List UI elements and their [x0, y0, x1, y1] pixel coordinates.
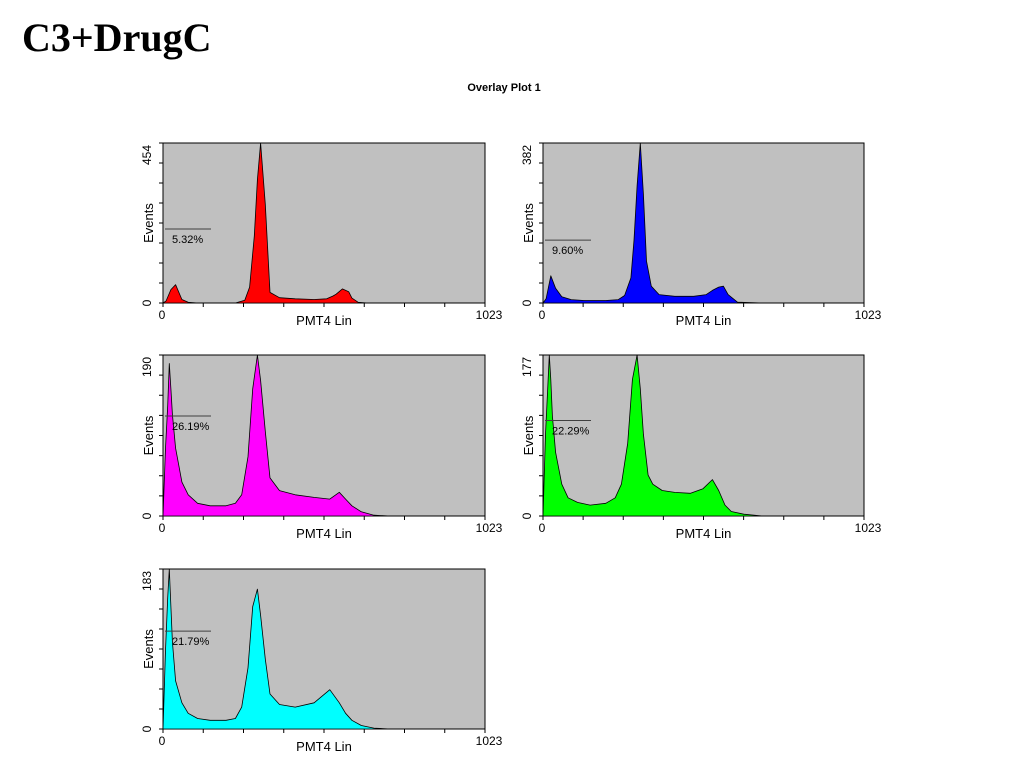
histogram-area	[162, 354, 486, 517]
y-axis-label: Events	[141, 203, 156, 243]
y-tick-label-min: 0	[140, 725, 154, 732]
x-tick-label-max: 1023	[855, 308, 882, 322]
plot-area	[162, 142, 486, 304]
x-tick-label-max: 1023	[855, 521, 882, 535]
x-axis-label: PMT4 Lin	[296, 739, 352, 754]
y-tick-label-min: 0	[140, 299, 154, 306]
x-axis-label: PMT4 Lin	[676, 526, 732, 541]
x-tick-label-min: 0	[159, 734, 166, 748]
x-axis-label: PMT4 Lin	[676, 313, 732, 328]
histogram-panel-5	[159, 568, 486, 733]
y-axis-label: Events	[521, 415, 536, 455]
y-axis-label: Events	[521, 203, 536, 243]
histogram-area	[542, 354, 865, 517]
x-tick-label-min: 0	[159, 308, 166, 322]
y-tick-label-max: 382	[520, 145, 534, 165]
histogram-panel-1	[159, 142, 486, 307]
y-axis-label: Events	[141, 415, 156, 455]
gate-percentage: 26.19%	[172, 421, 210, 433]
x-tick-label-max: 1023	[476, 308, 503, 322]
gate-percentage: 22.29%	[552, 425, 590, 437]
y-tick-label-max: 190	[140, 357, 154, 377]
plot-area	[542, 142, 865, 304]
y-tick-label-min: 0	[520, 299, 534, 306]
histogram-panel-3	[159, 354, 486, 520]
histogram-panel-2	[539, 142, 865, 307]
x-tick-label-min: 0	[539, 521, 546, 535]
y-tick-label-max: 454	[140, 145, 154, 165]
y-tick-label-min: 0	[140, 512, 154, 519]
x-axis-label: PMT4 Lin	[296, 313, 352, 328]
x-tick-label-max: 1023	[476, 734, 503, 748]
gate-percentage: 9.60%	[552, 245, 583, 257]
x-tick-label-min: 0	[539, 308, 546, 322]
plot-area	[162, 354, 486, 517]
x-tick-label-min: 0	[159, 521, 166, 535]
histogram-area	[162, 568, 486, 730]
gate-percentage: 21.79%	[172, 636, 210, 648]
y-tick-label-max: 177	[520, 357, 534, 377]
y-tick-label-max: 183	[140, 571, 154, 591]
overlay-plot-title: Overlay Plot 1	[467, 82, 541, 94]
x-axis-label: PMT4 Lin	[296, 526, 352, 541]
y-tick-label-min: 0	[520, 512, 534, 519]
histogram-panel-4	[539, 354, 865, 520]
gate-percentage: 5.32%	[172, 234, 203, 246]
page-title: C3+DrugC	[22, 15, 212, 60]
y-axis-label: Events	[141, 629, 156, 669]
x-tick-label-max: 1023	[476, 521, 503, 535]
histogram-area	[542, 142, 865, 304]
